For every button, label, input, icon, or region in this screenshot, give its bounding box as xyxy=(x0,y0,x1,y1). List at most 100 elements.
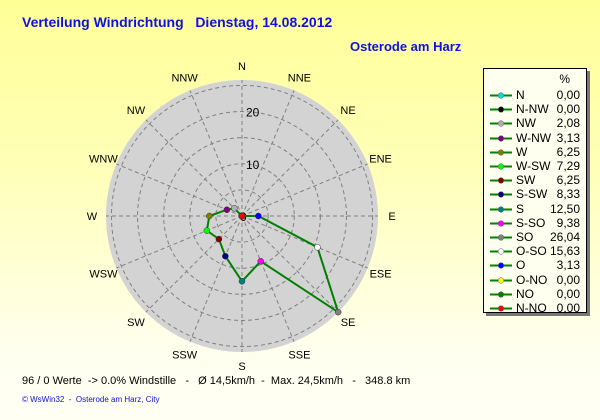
grid-spoke xyxy=(241,215,339,313)
legend-value: 6,25 xyxy=(556,173,580,188)
grid-spoke xyxy=(116,215,243,269)
direction-label: NW xyxy=(127,105,146,117)
legend-name: W-NW xyxy=(516,130,552,145)
direction-label: SW xyxy=(127,317,145,329)
legend-marker-icon xyxy=(490,220,512,227)
legend-item: W-NW 3,13 xyxy=(484,131,586,146)
legend-marker-icon xyxy=(490,120,512,127)
data-point-s-so xyxy=(257,258,264,265)
grid-spoke xyxy=(241,215,368,269)
legend-name: SW xyxy=(516,173,536,188)
data-point-nw xyxy=(231,205,238,212)
legend-marker-icon xyxy=(490,191,512,198)
legend-name: N xyxy=(516,88,525,102)
direction-label: SE xyxy=(341,317,356,329)
legend-value: 0,00 xyxy=(556,286,580,301)
legend-marker-icon xyxy=(490,206,512,213)
direction-label: NNE xyxy=(288,72,311,84)
legend-header: % xyxy=(559,72,570,86)
legend-marker-icon xyxy=(490,305,512,312)
direction-label: S xyxy=(238,361,245,373)
legend-item: O 3,13 xyxy=(484,258,586,273)
chart-title: Verteilung Windrichtung Dienstag, 14.08.… xyxy=(22,14,333,30)
legend-item: W 6,25 xyxy=(484,145,586,160)
legend-item: N 0,00 xyxy=(484,88,586,103)
direction-label: NE xyxy=(340,105,355,117)
legend-item: NW 2,08 xyxy=(484,116,586,131)
direction-label: SSW xyxy=(172,350,198,362)
legend-name: O-NO xyxy=(516,272,548,287)
legend-value: 9,38 xyxy=(556,215,580,230)
legend-marker-icon xyxy=(490,277,512,284)
direction-label: ESE xyxy=(370,268,392,280)
legend-item: O-SO 15,63 xyxy=(484,244,586,259)
ring-label: 20 xyxy=(246,106,260,120)
legend-value: 0,00 xyxy=(556,272,580,287)
data-point-w xyxy=(206,212,213,220)
legend-value: 3,13 xyxy=(556,130,580,145)
legend-item: NO 0,00 xyxy=(484,287,586,302)
data-point-sw xyxy=(215,235,223,243)
direction-label: ENE xyxy=(369,154,392,166)
direction-label: NNW xyxy=(171,72,198,84)
legend-name: N-NO xyxy=(516,301,547,315)
legend-marker-icon xyxy=(490,106,512,113)
direction-label: SSE xyxy=(288,350,310,362)
legend-name: S-SW xyxy=(516,187,548,202)
data-point-n-no xyxy=(238,212,246,220)
legend-marker-icon xyxy=(490,149,512,156)
legend-name: N-NW xyxy=(516,102,549,117)
legend-marker-icon xyxy=(490,291,512,298)
data-point-o xyxy=(255,212,262,220)
legend-value: 2,08 xyxy=(556,116,580,131)
grid-spoke xyxy=(241,163,368,217)
legend-name: S-SO xyxy=(516,215,546,230)
legend-item: S-SW 8,33 xyxy=(484,187,586,202)
grid-spoke xyxy=(189,215,243,342)
legend-value: 0,00 xyxy=(556,102,580,117)
legend-marker-icon xyxy=(490,92,512,99)
grid-spoke xyxy=(116,163,243,217)
credit-line: © WsWin32 - Osterode am Harz, City xyxy=(22,395,160,404)
ring-label: 10 xyxy=(246,158,260,172)
legend-item: W-SW 7,29 xyxy=(484,159,586,174)
stats-line: 96 / 0 Werte -> 0.0% Windstille - Ø 14,5… xyxy=(22,375,411,387)
legend-name: W xyxy=(516,144,528,159)
legend-name: W-SW xyxy=(516,159,551,173)
legend-name: SO xyxy=(516,230,534,244)
legend-value: 6,25 xyxy=(556,144,580,159)
legend-item: N-NW 0,00 xyxy=(484,102,586,117)
grid-spoke xyxy=(145,119,243,217)
grid-spoke xyxy=(145,215,243,313)
legend-name: O xyxy=(516,258,526,273)
legend-value: 3,13 xyxy=(556,258,580,273)
legend-item: SW 6,25 xyxy=(484,173,586,188)
legend-value: 0,00 xyxy=(556,301,580,315)
direction-label: N xyxy=(238,61,246,73)
direction-label: WSW xyxy=(89,268,118,280)
direction-label: WNW xyxy=(89,154,118,166)
legend-value: 26,04 xyxy=(549,230,580,244)
legend-marker-icon xyxy=(490,135,512,142)
legend-item: S 12,50 xyxy=(484,202,586,217)
legend-item: SO 26,04 xyxy=(484,230,586,245)
grid-ring xyxy=(110,84,374,348)
legend-marker-icon xyxy=(490,248,512,255)
data-point-s xyxy=(238,278,246,285)
grid-spoke xyxy=(241,90,295,217)
legend-item: N-NO 0,00 xyxy=(484,301,586,316)
grid-spoke xyxy=(241,215,295,342)
legend-value: 7,29 xyxy=(556,159,580,173)
legend: % N 0,00 N-NW 0,00 NW 2,08 W-NW 3,13 W 6,25 W-SW 7,… xyxy=(483,68,587,316)
direction-label: E xyxy=(388,211,395,223)
chart-subtitle: Osterode am Harz xyxy=(350,39,462,54)
legend-marker-icon xyxy=(490,177,512,184)
legend-value: 12,50 xyxy=(549,201,580,216)
grid-ring xyxy=(215,189,269,243)
legend-name: NO xyxy=(516,286,534,301)
legend-item: O-NO 0,00 xyxy=(484,273,586,288)
legend-value: 15,63 xyxy=(549,244,580,259)
legend-value: 0,00 xyxy=(556,88,580,102)
legend-marker-icon xyxy=(490,262,512,269)
